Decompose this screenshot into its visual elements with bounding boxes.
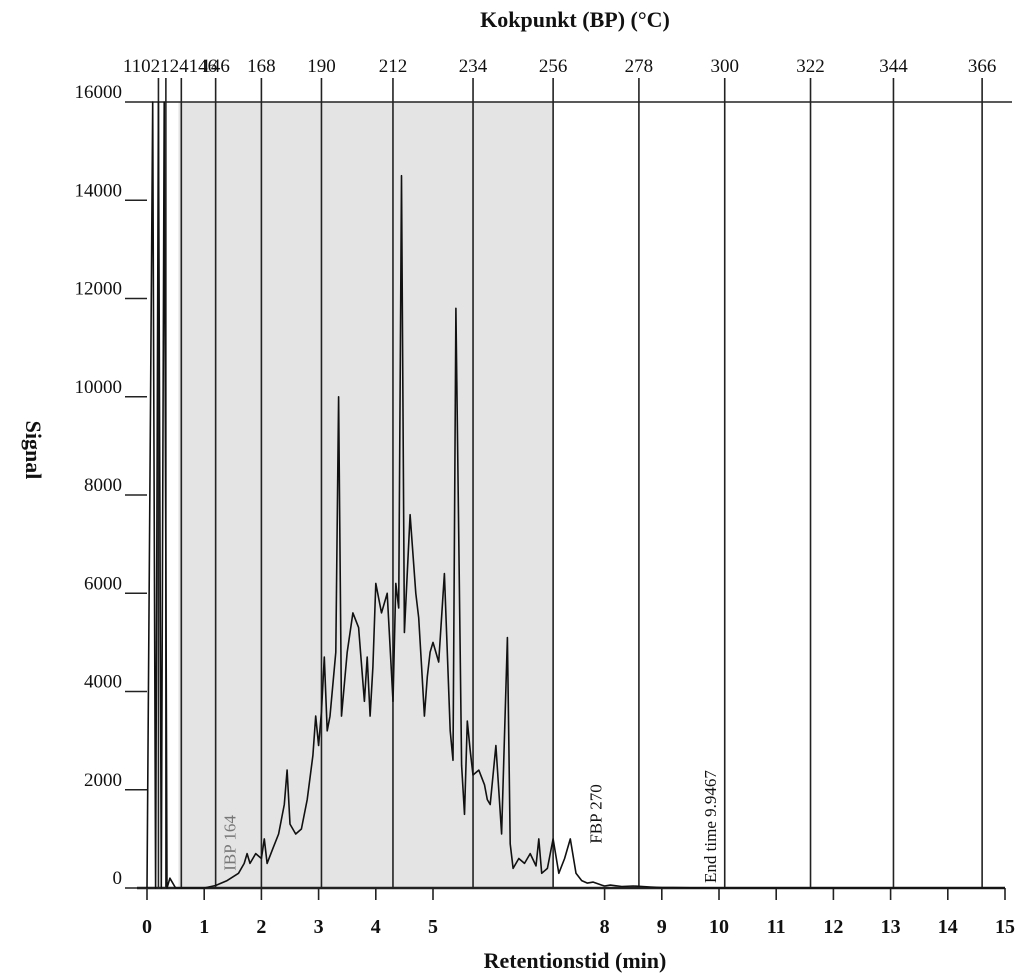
y-tick-label: 10000	[75, 377, 123, 398]
x-tick-label: 8	[600, 916, 610, 938]
y-tick-label: 12000	[75, 279, 123, 300]
signal-trace	[146, 101, 1005, 889]
top-tick-label: 366	[968, 56, 997, 77]
x-axis-title: Retentionstid (min)	[484, 948, 667, 973]
x-tick-label: 11	[767, 916, 786, 938]
y-tick-label: 2000	[84, 770, 122, 791]
annotation-label: FBP 270	[587, 784, 606, 843]
x-tick-label: 12	[823, 916, 843, 938]
x-tick-label: 9	[657, 916, 667, 938]
x-tick-label: 0	[142, 916, 152, 938]
top-tick-label: 322	[796, 56, 825, 77]
top-tick-label: 234	[459, 56, 488, 77]
x-tick-label: 4	[371, 916, 381, 938]
y-tick-label: 16000	[75, 82, 123, 103]
y-tick-label: 14000	[75, 180, 123, 201]
top-tick-label: 212	[379, 56, 408, 77]
annotation-label: IBP 164	[220, 815, 239, 871]
top-tick-label: 344	[879, 56, 908, 77]
x-tick-label: 2	[256, 916, 266, 938]
y-tick-label: 4000	[84, 672, 122, 693]
y-tick-label: 0	[113, 868, 123, 889]
x-tick-label: 14	[938, 916, 958, 938]
top-tick-label: 168	[247, 56, 276, 77]
top-tick-label: 190	[307, 56, 336, 77]
x-tick-label: 5	[428, 916, 438, 938]
top-tick-label-overlap: 1102124146	[123, 56, 217, 77]
y-tick-label: 8000	[84, 475, 122, 496]
top-axis-title: Kokpunkt (BP) (°C)	[480, 7, 670, 32]
top-tick-label: 256	[539, 56, 568, 77]
top-tick-label: 278	[625, 56, 654, 77]
y-tick-label: 6000	[84, 573, 122, 594]
top-tick-label: 300	[710, 56, 739, 77]
top-tick-label: 146	[201, 56, 230, 77]
y-axis-title: Signal	[21, 421, 46, 480]
x-tick-label: 3	[314, 916, 324, 938]
x-tick-label: 15	[995, 916, 1015, 938]
annotation-label: End time 9.9467	[701, 770, 720, 883]
x-tick-label: 10	[709, 916, 729, 938]
shaded-boiling-region	[178, 102, 554, 888]
x-tick-label: 1	[199, 916, 209, 938]
x-tick-label: 13	[881, 916, 901, 938]
